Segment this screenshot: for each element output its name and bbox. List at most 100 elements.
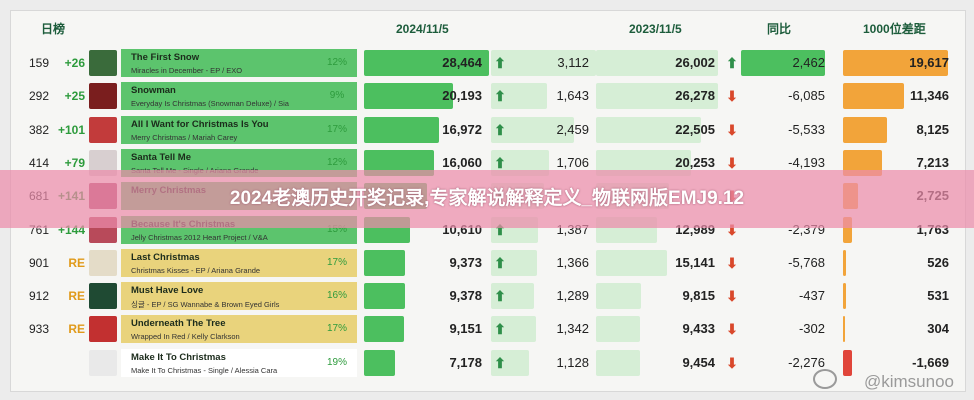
previous-bar	[596, 116, 701, 143]
gap-bar	[843, 283, 847, 310]
trend-up-icon: ⬆	[494, 354, 506, 371]
header-rank: 日榜	[41, 22, 66, 36]
delta-value: 1,128	[556, 354, 589, 370]
song-subtitle: 싱글 - EP / SG Wannabe & Brown Eyed Girls	[131, 300, 280, 310]
delta-value: 1,289	[556, 288, 589, 304]
delta-value: 1,342	[556, 321, 589, 337]
pct-value: 15%	[326, 223, 347, 235]
trend-down-icon: ⬇	[726, 221, 738, 238]
yoy-value: -437	[798, 288, 825, 304]
previous-value: 26,002	[675, 55, 715, 70]
previous-bar	[596, 50, 718, 76]
yoy-bar	[741, 50, 825, 76]
gap-value: 11,346	[909, 88, 949, 104]
delta-value: 1,366	[556, 254, 589, 270]
current-value: 7,178	[449, 354, 482, 370]
song-subtitle: Wrapped In Red / Kelly Clarkson	[131, 332, 240, 342]
previous-value: 20,253	[675, 154, 715, 170]
gap-bar	[843, 349, 853, 376]
song-subtitle: Christmas Kisses - EP / Ariana Grande	[131, 265, 261, 275]
pct-cell-bg	[321, 248, 357, 277]
gap-value: 8,125	[916, 121, 949, 137]
pct-value: 12%	[326, 156, 347, 168]
album-art	[89, 283, 117, 310]
song-subtitle: Everyday Is Christmas (Snowman Deluxe) /…	[131, 99, 289, 109]
pct-cell-bg	[321, 115, 357, 144]
delta-value: 1,643	[556, 88, 589, 104]
pct-value: 17%	[326, 323, 347, 335]
song-title: Santa Tell Me	[131, 151, 192, 163]
header-date-current: 2024/11/5	[396, 22, 449, 36]
gap-bar	[843, 50, 948, 76]
table-row: 159 +26 The First Snow Miracles in December…	[11, 47, 965, 79]
rank-change: +26	[64, 56, 85, 70]
previous-bar	[596, 316, 640, 343]
trend-down-icon: ⬇	[726, 254, 738, 271]
table-row: Make It To Christmas Make It To Christmas…	[11, 347, 965, 379]
song-subtitle: Miracles in December - EP / EXO	[131, 66, 243, 75]
pct-cell-bg	[321, 282, 357, 311]
album-art	[89, 83, 117, 110]
current-bar	[364, 283, 406, 310]
rank-change: RE	[68, 289, 85, 304]
delta-bar	[491, 349, 529, 376]
previous-value: 9,454	[682, 354, 715, 370]
album-art	[89, 116, 117, 143]
trend-up-icon: ⬆	[726, 55, 738, 71]
title-cell-bg	[121, 248, 321, 277]
current-bar	[364, 116, 439, 143]
table-row: 292 +25 Snowman Everyday Is Christmas (Snow…	[11, 80, 965, 112]
trend-down-icon: ⬇	[726, 321, 738, 338]
album-art	[89, 349, 117, 376]
gap-value: 526	[927, 254, 949, 270]
rank-change: +101	[57, 122, 85, 137]
current-value: 16,060	[442, 154, 482, 170]
gap-value: 7,213	[916, 154, 949, 170]
trend-down-icon: ⬇	[726, 88, 738, 105]
previous-bar	[596, 283, 642, 310]
delta-value: 1,706	[556, 154, 589, 170]
rank-value: 382	[28, 122, 49, 137]
song-title: Snowman	[131, 85, 176, 97]
trend-down-icon: ⬇	[726, 354, 738, 371]
table-row: 933 RE Underneath The Tree Wrapped In Red /…	[11, 313, 965, 345]
rank-value: 414	[28, 155, 49, 170]
album-art	[89, 249, 117, 276]
song-title: Underneath The Tree	[131, 318, 226, 330]
song-title: Must Have Love	[131, 285, 204, 297]
header-date-previous: 2023/11/5	[629, 22, 682, 36]
gap-value: 19,617	[909, 55, 949, 70]
delta-bar	[491, 316, 537, 343]
trend-down-icon: ⬇	[726, 121, 738, 138]
watermark: @kimsunoo	[863, 372, 954, 391]
gap-bar	[843, 83, 904, 110]
header-yoy: 同比	[767, 22, 792, 36]
previous-value: 22,505	[675, 121, 715, 137]
trend-up-icon: ⬆	[494, 288, 506, 305]
title-cell-bg	[121, 82, 321, 111]
song-subtitle: Merry Christmas / Mariah Carey	[131, 132, 238, 142]
current-bar	[364, 50, 489, 76]
gap-bar	[843, 116, 888, 143]
delta-bar	[491, 50, 596, 76]
yoy-value: -302	[798, 321, 825, 337]
rank-change: +79	[64, 155, 85, 170]
current-bar	[364, 316, 404, 343]
song-subtitle: Make It To Christmas - Single / Alessia …	[131, 365, 278, 375]
current-bar	[364, 349, 396, 376]
trend-up-icon: ⬆	[494, 321, 506, 338]
previous-bar	[596, 349, 640, 376]
table-row: 382 +101 All I Want for Christmas Is You Me…	[11, 114, 965, 146]
delta-bar	[491, 116, 574, 143]
trend-down-icon: ⬇	[726, 288, 738, 305]
yoy-value: -5,533	[788, 121, 825, 137]
delta-bar	[491, 83, 547, 110]
previous-value: 26,278	[675, 88, 715, 104]
song-subtitle: Jelly Christmas 2012 Heart Project / V&A	[131, 232, 268, 242]
rank-value: 912	[28, 289, 49, 304]
pct-cell-bg	[321, 348, 357, 377]
song-title: The First Snow	[131, 52, 200, 63]
rank-change: +25	[64, 89, 85, 104]
song-title: Make It To Christmas	[131, 351, 226, 363]
gap-value: 531	[927, 288, 949, 304]
